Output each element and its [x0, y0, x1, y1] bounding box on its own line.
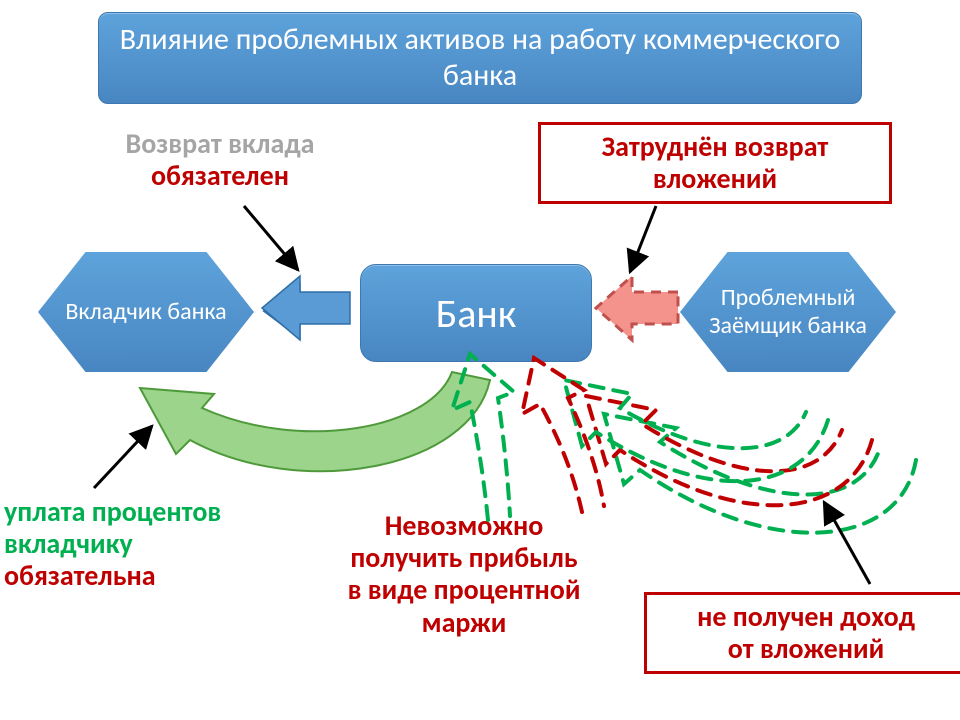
node-borrower-label: Проблемный Заёмщик банка: [680, 284, 896, 339]
arrow-curved-green: [140, 372, 490, 471]
caption-interest-l3: обязательна: [4, 560, 304, 592]
caption-interest: уплата процентов вкладчику обязательна: [4, 496, 304, 593]
caption-no-profit-l3: в виде процентной: [314, 574, 614, 606]
pointer-3: [94, 426, 152, 488]
caption-no-profit-l2: получить прибыль: [314, 542, 614, 574]
caption-return-deposit: Возврат вклада обязателен: [70, 128, 370, 192]
pointer-2: [630, 206, 656, 272]
title-bar: Влияние проблемных активов на работу ком…: [98, 12, 862, 104]
caption-return-deposit-l1: Возврат вклада: [70, 128, 370, 160]
arrow-bank-to-depositor: [264, 284, 348, 338]
caption-no-income-l1: не получен доход: [661, 601, 951, 633]
caption-return-deposit-l2: обязателен: [70, 160, 370, 192]
arrow-right-red-dashed: [596, 276, 678, 340]
caption-no-profit: Невозможно получить прибыль в виде проце…: [314, 510, 614, 639]
caption-difficult-return-l1: Затруднён возврат: [555, 131, 875, 163]
title-text: Влияние проблемных активов на работу ком…: [99, 22, 861, 94]
arrow-left-blue: [262, 276, 350, 340]
node-borrower: Проблемный Заёмщик банка: [680, 252, 896, 372]
pointer-4: [824, 502, 870, 584]
caption-no-income-l2: от вложений: [661, 633, 951, 665]
node-depositor-label: Вкладчик банка: [65, 298, 226, 326]
pointer-1: [244, 206, 298, 270]
caption-difficult-return-l2: вложений: [555, 163, 875, 195]
dashed-curve-4: [522, 358, 604, 512]
caption-no-profit-l1: Невозможно: [314, 510, 614, 542]
caption-no-profit-l4: маржи: [314, 607, 614, 639]
dashed-curve-3: [564, 380, 828, 481]
node-bank-label: Банк: [436, 289, 517, 338]
caption-interest-l1: уплата процентов: [4, 496, 304, 528]
caption-difficult-return: Затруднён возврат вложений: [538, 122, 892, 204]
node-bank: Банк: [360, 264, 592, 362]
dashed-curve-5: [452, 354, 514, 520]
dashed-curve-1: [604, 414, 916, 533]
caption-no-income: не получен доход от вложений: [644, 592, 960, 674]
caption-interest-l2: вкладчику: [4, 528, 304, 560]
node-depositor: Вкладчик банка: [38, 252, 254, 372]
dashed-curve-2: [586, 396, 872, 505]
